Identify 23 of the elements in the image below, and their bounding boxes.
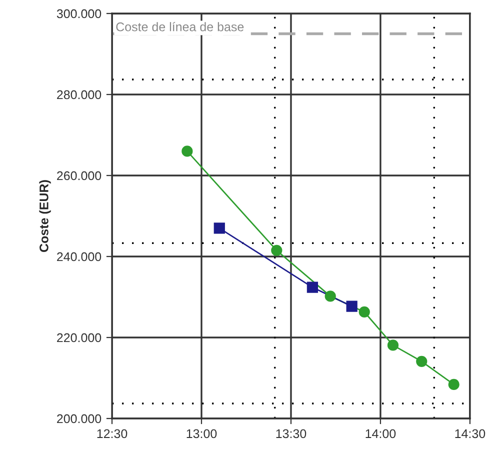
x-tick-label: 14:00 [366, 429, 396, 438]
x-tick-label: 13:00 [186, 429, 217, 438]
y-tick-label: 240.000 [57, 252, 102, 262]
x-tick-label: 12:30 [97, 429, 128, 438]
point [416, 356, 428, 367]
point [306, 282, 318, 293]
point [387, 340, 399, 351]
point [346, 300, 358, 312]
point [271, 244, 282, 256]
y-tick-label: 220.000 [57, 333, 102, 342]
y-tick-label: 260.000 [57, 171, 102, 180]
point [182, 146, 193, 157]
y-tick-label: 280.000 [57, 90, 102, 100]
y-tick-label: 200.000 [57, 414, 102, 424]
point [448, 378, 460, 390]
point [324, 290, 336, 302]
x-tick-label: 14:30 [455, 429, 486, 438]
point [358, 306, 370, 318]
x-tick-label: 13:30 [276, 429, 306, 438]
y-tick-label: 300.000 [56, 9, 102, 18]
y-axis-title: Coste (EUR) [39, 180, 51, 252]
ref-line-label: Coste de línea de base [116, 22, 244, 32]
point [214, 222, 225, 234]
